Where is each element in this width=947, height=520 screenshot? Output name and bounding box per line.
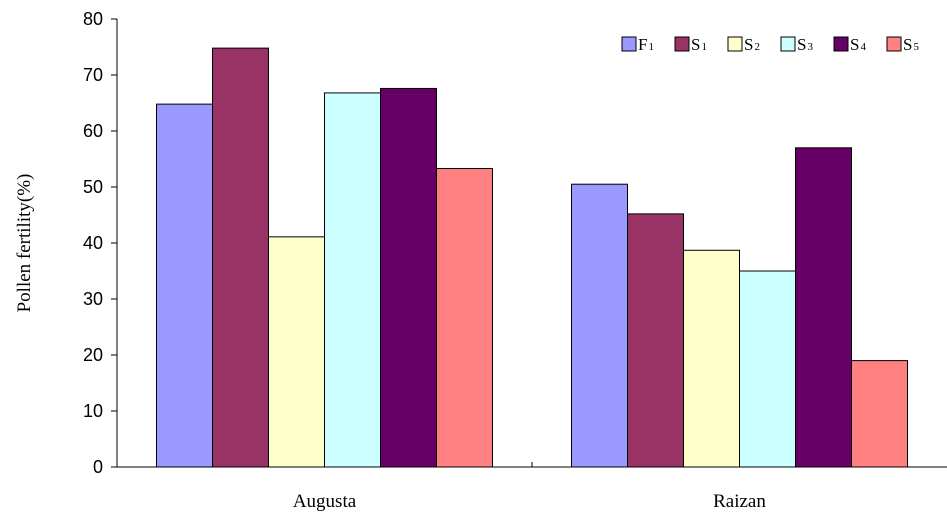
y-tick-label: 70: [83, 65, 103, 85]
y-tick-label: 20: [83, 345, 103, 365]
legend-label: F1: [638, 35, 654, 54]
legend-swatch: [886, 36, 902, 52]
bar-s3-augusta: [324, 92, 381, 468]
bar-s5-raizan: [851, 360, 908, 468]
x-category-label: Raizan: [713, 491, 766, 512]
legend-swatch: [780, 36, 796, 52]
bar-f1-augusta: [156, 103, 213, 468]
bar-s2-raizan: [683, 249, 740, 468]
legend-label: S4: [850, 35, 866, 54]
x-category-label: Augusta: [293, 491, 357, 512]
legend-swatch: [727, 36, 743, 52]
y-tick-label: 30: [83, 289, 103, 309]
bar-s2-augusta: [268, 236, 325, 468]
bar-s4-raizan: [795, 147, 852, 468]
bar-s3-raizan: [739, 270, 796, 468]
y-axis-title: Pollen fertility(%): [14, 174, 35, 313]
legend-label: S2: [744, 35, 760, 54]
y-tick-label: 0: [93, 457, 103, 477]
bar-s5-augusta: [436, 168, 493, 468]
legend-label: S5: [903, 35, 919, 54]
legend: F1 S1 S2 S3 S4 S5: [621, 35, 919, 54]
bar-s1-raizan: [627, 213, 684, 468]
y-tick-label: 50: [83, 177, 103, 197]
bar-f1-raizan: [571, 183, 628, 468]
plot-area: 0 10 20 30 40 50 60 70 80 Augusta Raizan: [83, 9, 947, 512]
y-tick-label: 10: [83, 401, 103, 421]
y-tick-label: 80: [83, 9, 103, 29]
legend-swatch: [674, 36, 690, 52]
bar-s1-augusta: [212, 47, 269, 468]
bar-s4-augusta: [380, 87, 437, 468]
y-tick-label: 60: [83, 121, 103, 141]
legend-label: S1: [691, 35, 707, 54]
legend-swatch: [621, 36, 637, 52]
y-tick-label: 40: [83, 233, 103, 253]
legend-label: S3: [797, 35, 813, 54]
legend-swatch: [833, 36, 849, 52]
